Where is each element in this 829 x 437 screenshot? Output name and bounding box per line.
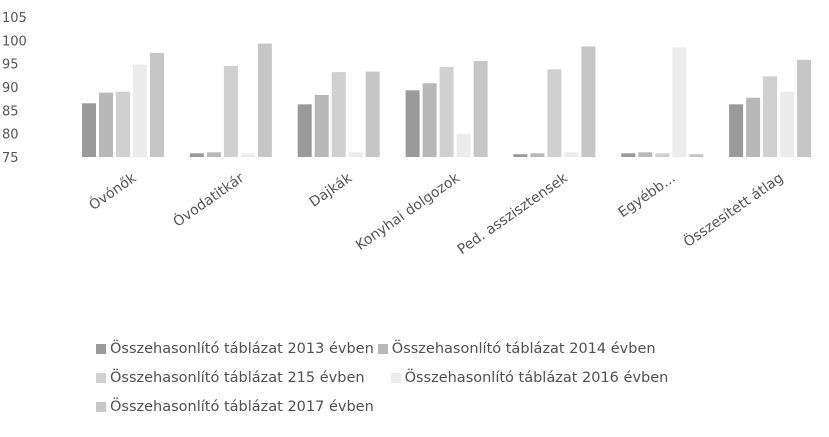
bar — [638, 152, 653, 157]
legend-row: Összehasonlító táblázat 2017 évben — [96, 392, 816, 421]
bars — [82, 43, 812, 157]
legend-swatch-215 — [96, 372, 106, 383]
bar — [405, 90, 420, 157]
bar — [331, 72, 346, 157]
bar — [150, 52, 164, 157]
bar — [116, 91, 130, 157]
bar — [348, 152, 363, 157]
bar — [746, 97, 761, 157]
chart: 75 80 85 90 95 100 105 Óvónők Óvodatitkár Dajkák… — [2, 11, 812, 258]
x-category-label: Egyébb... — [616, 170, 679, 221]
y-tick-label: 75 — [2, 151, 19, 166]
bar — [797, 59, 812, 157]
y-axis: 75 80 85 90 95 100 105 — [2, 11, 27, 166]
bar — [422, 83, 437, 157]
bar — [513, 154, 528, 157]
x-category-label: Ped. asszisztensek — [455, 170, 572, 258]
legend-item-2017: Összehasonlító táblázat 2017 évben — [96, 399, 374, 415]
legend-row: Összehasonlító táblázat 2013 évben Össze… — [96, 334, 816, 363]
x-category-label: Dajkák — [307, 170, 356, 211]
legend-swatch-2016 — [390, 372, 401, 383]
legend-item-2013: Összehasonlító táblázat 2013 évben — [96, 341, 374, 357]
y-tick-label: 80 — [2, 128, 19, 143]
bar — [99, 92, 113, 157]
legend-swatch-2014 — [377, 343, 388, 354]
legend-row: Összehasonlító táblázat 215 évben Összeh… — [96, 363, 816, 392]
bar — [780, 91, 795, 157]
bar — [257, 43, 272, 157]
bar — [729, 104, 744, 157]
y-tick-label: 90 — [2, 81, 19, 96]
x-category-label: Konyhai dolgozok — [353, 170, 464, 254]
x-category-label: Óvónők — [85, 168, 140, 214]
bar — [564, 152, 579, 157]
y-tick-label: 100 — [2, 34, 27, 49]
y-tick-label: 95 — [2, 58, 19, 73]
bar — [206, 152, 221, 157]
legend-label-2017: Összehasonlító táblázat 2017 évben — [110, 398, 374, 415]
bar — [581, 46, 596, 157]
bar — [621, 153, 636, 157]
bar — [82, 103, 96, 157]
bar — [223, 66, 238, 157]
bar — [655, 153, 670, 157]
bar — [530, 153, 545, 157]
bar — [189, 153, 204, 157]
legend-item-2016: Összehasonlító táblázat 2016 évben — [390, 369, 669, 386]
legend-label-2013: Összehasonlító táblázat 2013 évben — [110, 340, 374, 357]
bar — [439, 66, 454, 157]
bar — [672, 47, 687, 157]
legend-swatch-2013 — [96, 343, 106, 354]
x-category-label: Óvodatitkár — [169, 168, 247, 230]
bar — [473, 60, 488, 157]
legend-item-215: Összehasonlító táblázat 215 évben — [96, 370, 365, 386]
y-tick-label: 85 — [2, 104, 19, 119]
bar — [314, 94, 329, 157]
legend-swatch-2017 — [96, 401, 106, 412]
legend-label-2014: Összehasonlító táblázat 2014 évben — [391, 340, 656, 357]
bar — [240, 153, 255, 157]
bar — [456, 133, 471, 157]
bar — [689, 154, 704, 157]
legend: Összehasonlító táblázat 2013 évben Össze… — [96, 334, 816, 421]
y-tick-label: 105 — [2, 11, 27, 26]
legend-label-2016: Összehasonlító táblázat 2016 évben — [404, 369, 669, 386]
legend-label-215: Összehasonlító táblázat 215 évben — [110, 369, 365, 386]
bar — [547, 69, 562, 157]
bar — [365, 71, 380, 157]
bar — [763, 76, 778, 157]
bar — [297, 104, 312, 157]
x-category-label: Összesített átlag — [680, 169, 787, 251]
bar — [133, 64, 147, 157]
legend-item-2014: Összehasonlító táblázat 2014 évben — [377, 340, 656, 357]
